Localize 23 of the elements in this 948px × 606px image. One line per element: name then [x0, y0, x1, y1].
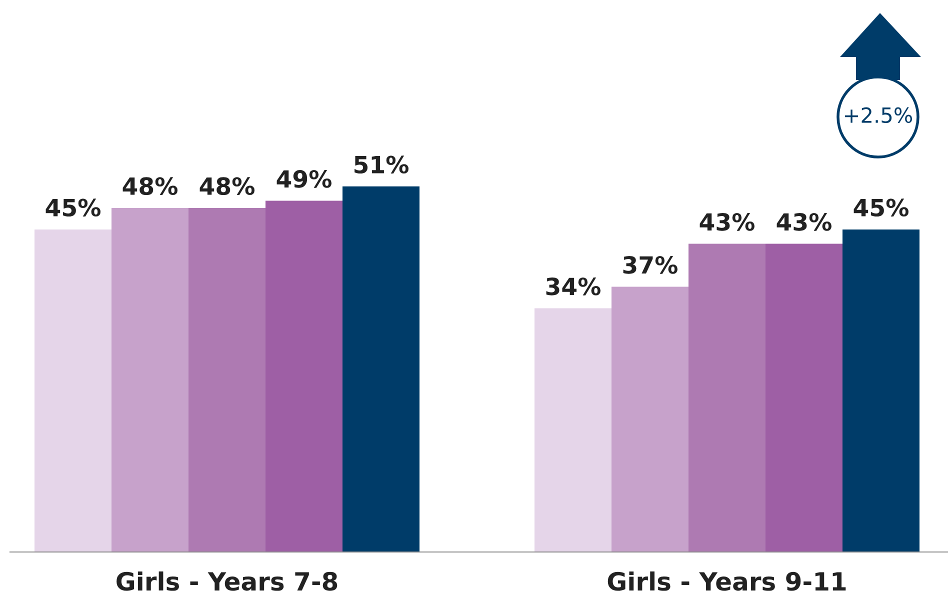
bar — [842, 229, 920, 552]
data-label: 49% — [276, 170, 332, 188]
data-label: 34% — [546, 278, 601, 296]
data-label: 51% — [354, 156, 409, 174]
data-label: 37% — [623, 256, 678, 274]
bar — [34, 229, 112, 552]
bar — [342, 186, 420, 552]
bar — [534, 308, 612, 552]
bar — [688, 244, 766, 552]
bar — [188, 208, 266, 552]
data-label: 48% — [200, 177, 255, 196]
data-label: 48% — [122, 177, 178, 196]
data-label: 43% — [700, 213, 755, 231]
x-tick-label: Girls - Years 9-11 — [608, 571, 846, 591]
bar — [112, 208, 188, 552]
data-label: 45% — [854, 198, 909, 217]
x-tick-label: Girls - Years 7-8 — [116, 571, 338, 591]
bar — [266, 200, 342, 552]
data-label: 43% — [776, 213, 832, 231]
bar — [612, 286, 688, 552]
text: +2.5% — [845, 107, 912, 124]
data-label: 45% — [46, 198, 101, 217]
bar — [766, 244, 842, 552]
